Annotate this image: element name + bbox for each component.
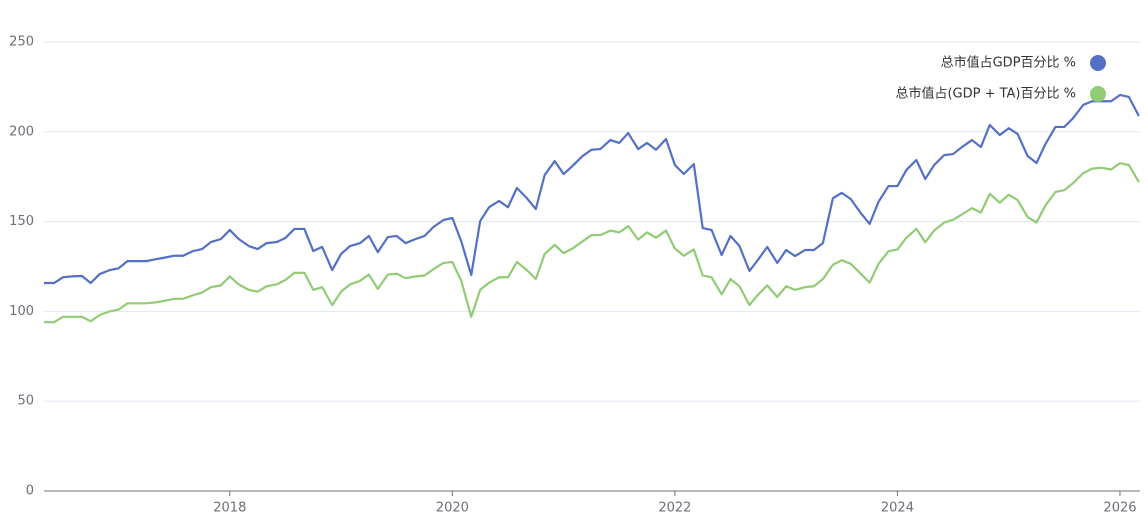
series-line [44,162,1140,324]
x-tick-label: 2024 [881,501,914,516]
y-tick-label: 0 [26,484,34,499]
y-tick-label: 200 [9,124,34,139]
y-tick-label: 250 [9,35,34,50]
series-line [44,93,1140,285]
y-tick-label: 150 [9,214,34,229]
legend-label: 总市值占GDP百分比 % [941,55,1076,71]
legend-marker [1090,86,1106,102]
legend-marker [1090,55,1106,71]
y-tick-label: 50 [17,394,34,409]
x-tick-label: 2026 [1103,501,1136,516]
x-tick-label: 2022 [658,501,691,516]
y-tick-label: 100 [9,304,34,319]
legend-label: 总市值占(GDP + TA)百分比 % [895,86,1076,102]
x-tick-label: 2020 [436,501,469,516]
x-tick-label: 2018 [213,501,246,516]
